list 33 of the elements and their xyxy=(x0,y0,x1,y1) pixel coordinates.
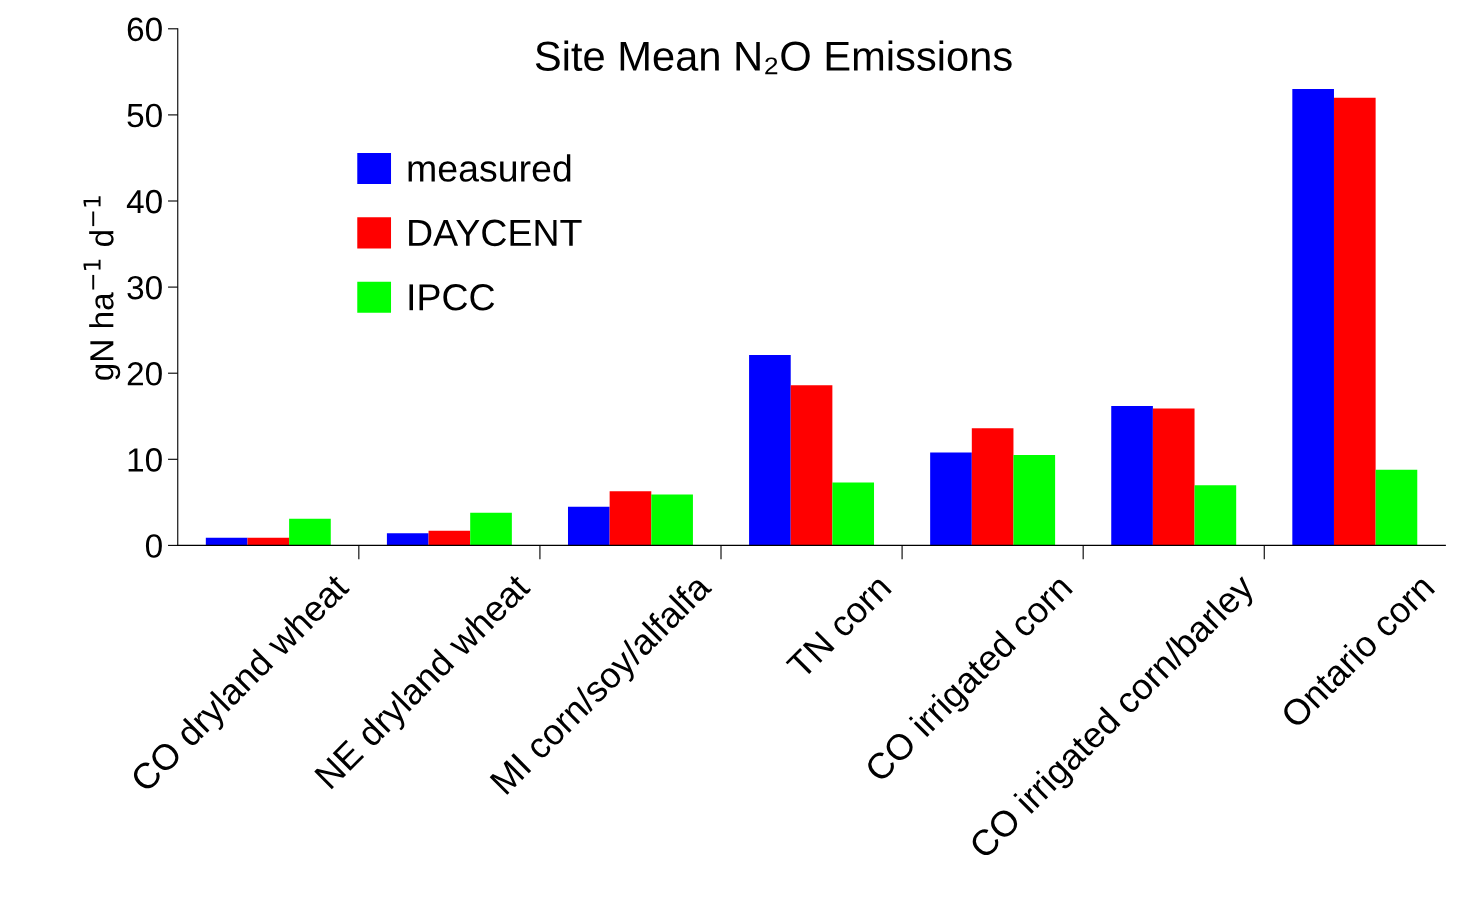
bar xyxy=(790,385,833,546)
bar xyxy=(1292,89,1334,546)
bar xyxy=(1194,485,1237,546)
bar xyxy=(470,512,512,546)
bar xyxy=(971,428,1014,546)
bar xyxy=(1333,97,1376,546)
bar xyxy=(930,452,972,546)
x-tick-label: TN corn xyxy=(785,573,893,681)
legend-label: IPCC xyxy=(409,284,495,311)
bar xyxy=(386,533,429,546)
bar xyxy=(651,494,693,546)
legend-label: DAYCENT xyxy=(409,219,582,247)
bar xyxy=(247,537,290,546)
bar xyxy=(567,506,610,546)
bar xyxy=(1013,454,1056,546)
y-tick-label: 30 xyxy=(127,275,162,300)
y-tick-label: 50 xyxy=(127,103,162,128)
bar xyxy=(428,530,471,546)
bar xyxy=(1152,408,1195,546)
legend-label: measured xyxy=(408,154,571,182)
bar xyxy=(749,355,791,546)
bar xyxy=(832,482,875,546)
bar xyxy=(609,491,652,546)
y-tick-label: 40 xyxy=(126,189,162,214)
bar xyxy=(1111,405,1153,546)
y-tick-label: 60 xyxy=(127,17,162,42)
y-axis-title: gN ha$^{−1}$ d$^{−1}$ xyxy=(83,196,121,380)
y-tick-label: 0 xyxy=(145,534,162,558)
y-tick-label: 10 xyxy=(128,448,162,472)
bar xyxy=(1375,469,1418,546)
chart-title: Site Mean N₂O Emissions xyxy=(535,40,1012,75)
y-tick-label: 20 xyxy=(127,362,162,386)
bar xyxy=(289,518,331,546)
